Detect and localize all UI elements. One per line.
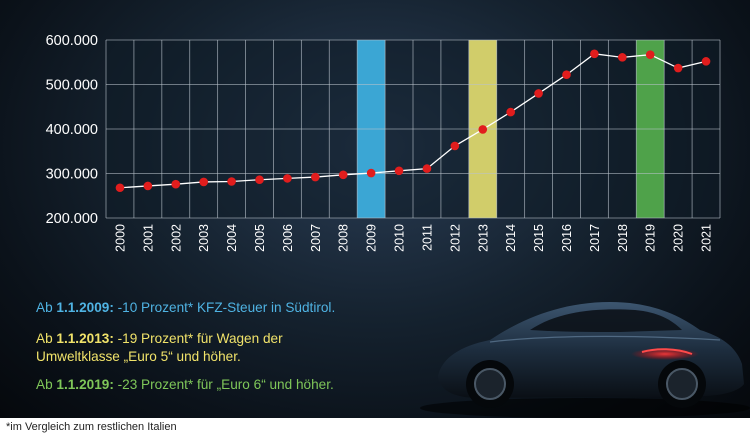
x-tick-label: 2001	[141, 224, 155, 252]
data-point	[115, 183, 125, 193]
y-tick-label: 400.000	[46, 122, 98, 138]
data-point	[311, 172, 320, 182]
x-tick-label: 2004	[225, 224, 239, 252]
sports-car-image	[420, 302, 750, 418]
data-point	[506, 107, 515, 117]
data-point	[338, 170, 348, 180]
x-tick-label: 2017	[588, 224, 602, 252]
data-point	[534, 89, 543, 98]
data-point	[673, 63, 683, 73]
footnote: *im Vergleich zum restlichen Italien	[6, 421, 177, 433]
x-tick-label: 2020	[672, 224, 686, 252]
x-tick-label: 2012	[448, 224, 462, 252]
series-line	[119, 53, 707, 189]
data-point	[422, 164, 432, 173]
data-point	[255, 175, 264, 185]
chart-panel: 200.000 300.000 400.000 500.000 600.000 2000 2…	[0, 0, 750, 418]
x-tick-label: 2018	[616, 224, 630, 252]
x-tick-label: 2002	[169, 224, 183, 252]
x-tick-label: 2021	[700, 224, 714, 252]
x-tick-label: 2008	[337, 224, 351, 252]
data-point	[645, 50, 655, 59]
data-point	[450, 141, 460, 151]
data-point	[366, 168, 376, 178]
y-tick-label: 200.000	[46, 211, 98, 227]
x-tick-label: 2006	[281, 224, 295, 252]
x-tick-label: 2010	[393, 224, 407, 252]
note-2013: Ab 1.1.2013: -19 Prozent* für Wagen der U…	[36, 331, 283, 364]
data-point	[227, 177, 236, 186]
x-tick-label: 2011	[420, 224, 434, 251]
line-chart: 200.000 300.000 400.000 500.000 600.000 2000 2…	[46, 33, 721, 252]
data-point	[143, 181, 153, 191]
data-point	[701, 57, 711, 66]
x-tick-label: 2019	[644, 224, 658, 252]
data-point	[394, 166, 404, 176]
data-point	[590, 49, 599, 59]
note-2009: Ab 1.1.2009: -10 Prozent* KFZ-Steuer in …	[36, 300, 336, 315]
x-tick-label: 2000	[113, 224, 127, 252]
x-tick-label: 2005	[253, 224, 267, 252]
y-tick-label: 300.000	[46, 167, 98, 183]
x-tick-label: 2014	[504, 224, 518, 252]
data-point	[171, 179, 181, 189]
data-point	[199, 177, 208, 187]
y-tick-label: 500.000	[46, 78, 98, 94]
x-tick-label: 2016	[560, 224, 574, 252]
data-point	[562, 70, 571, 80]
data-point	[478, 125, 488, 134]
y-tick-label: 600.000	[46, 33, 98, 49]
data-point	[283, 174, 292, 183]
note-2019: Ab 1.1.2019: -23 Prozent* für „Euro 6“ u…	[36, 377, 334, 392]
x-tick-label: 2007	[309, 224, 323, 252]
data-point	[618, 53, 627, 62]
x-tick-label: 2009	[365, 224, 379, 252]
x-tick-label: 2003	[197, 224, 211, 252]
x-tick-label: 2013	[476, 224, 490, 252]
x-tick-label: 2015	[532, 224, 546, 252]
